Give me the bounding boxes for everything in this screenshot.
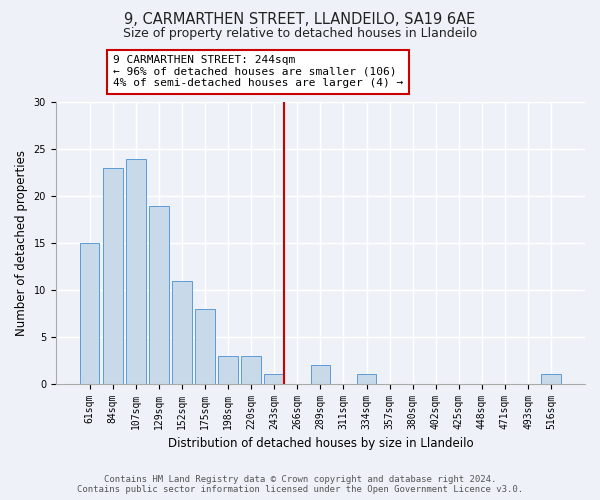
- Bar: [311, 365, 330, 384]
- Text: 9 CARMARTHEN STREET: 244sqm
← 96% of detached houses are smaller (106)
4% of sem: 9 CARMARTHEN STREET: 244sqm ← 96% of det…: [113, 55, 403, 88]
- Bar: [357, 374, 376, 384]
- Bar: [218, 356, 238, 384]
- Bar: [541, 374, 561, 384]
- Bar: [241, 356, 261, 384]
- Bar: [103, 168, 122, 384]
- Bar: [195, 308, 215, 384]
- Bar: [149, 206, 169, 384]
- Bar: [80, 243, 100, 384]
- Text: Contains HM Land Registry data © Crown copyright and database right 2024.
Contai: Contains HM Land Registry data © Crown c…: [77, 474, 523, 494]
- Text: 9, CARMARTHEN STREET, LLANDEILO, SA19 6AE: 9, CARMARTHEN STREET, LLANDEILO, SA19 6A…: [124, 12, 476, 28]
- Bar: [172, 280, 192, 384]
- X-axis label: Distribution of detached houses by size in Llandeilo: Distribution of detached houses by size …: [167, 437, 473, 450]
- Y-axis label: Number of detached properties: Number of detached properties: [15, 150, 28, 336]
- Text: Size of property relative to detached houses in Llandeilo: Size of property relative to detached ho…: [123, 28, 477, 40]
- Bar: [265, 374, 284, 384]
- Bar: [126, 158, 146, 384]
